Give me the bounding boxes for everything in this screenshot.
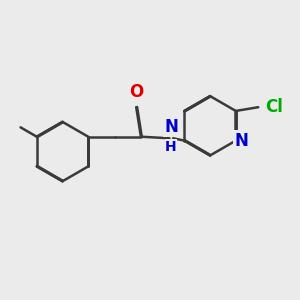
Text: N: N: [235, 132, 248, 150]
Text: N: N: [164, 118, 178, 136]
Text: H: H: [165, 140, 177, 154]
Text: O: O: [130, 83, 144, 101]
Text: Cl: Cl: [265, 98, 283, 116]
